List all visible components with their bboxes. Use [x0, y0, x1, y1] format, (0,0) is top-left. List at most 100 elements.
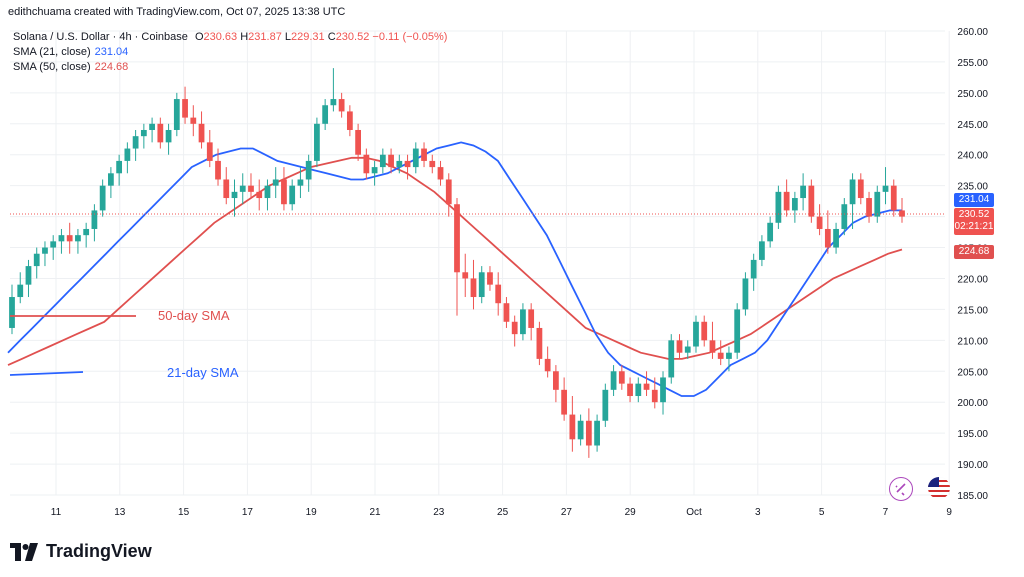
sma21-legend[interactable]: SMA (21, close) 231.04 — [13, 46, 129, 58]
candle-body — [585, 420, 592, 446]
candle-body — [454, 204, 460, 273]
candle-body — [355, 129, 361, 155]
candle-body — [668, 340, 675, 378]
candle-body — [363, 154, 370, 174]
candle-body — [75, 235, 81, 242]
countdown-timer: 02:21:21 — [954, 221, 994, 232]
candle-body — [404, 160, 411, 168]
candle-body — [693, 321, 699, 347]
candle-body — [248, 185, 254, 192]
candle-body — [643, 383, 650, 390]
candle-body — [272, 179, 279, 186]
candle-body — [297, 179, 304, 186]
candle-body — [651, 389, 658, 403]
x-tick-label: 9 — [946, 507, 952, 518]
candle-body — [445, 179, 452, 205]
y-tick-label: 215.00 — [957, 305, 988, 316]
candle-body — [421, 148, 427, 161]
chart-grid — [10, 30, 950, 496]
sma21-annotation-line — [9, 371, 84, 376]
candle-body — [882, 185, 889, 192]
y-tick-label: 200.00 — [957, 398, 988, 409]
tradingview-logo-text: TradingView — [46, 541, 152, 561]
x-tick-label: 21 — [369, 507, 381, 518]
x-tick-label: Oct — [686, 507, 702, 518]
x-tick-label: 5 — [819, 507, 825, 518]
candle-body — [58, 235, 65, 242]
candle-body — [726, 352, 732, 359]
candle-body — [149, 123, 155, 130]
candle-body — [536, 327, 543, 359]
candle-body — [866, 198, 872, 217]
candle-body — [305, 160, 312, 180]
candle-body — [173, 99, 180, 130]
tradingview-logo[interactable]: TradingView — [10, 541, 152, 562]
candle-body — [734, 309, 741, 353]
y-tick-label: 195.00 — [957, 429, 988, 440]
candle-body — [396, 160, 403, 168]
candle-body — [124, 148, 131, 161]
candle-body — [503, 303, 510, 322]
candle-body — [66, 235, 73, 242]
sma50-annotation: 50-day SMA — [158, 308, 230, 323]
x-tick-label: 7 — [883, 507, 889, 518]
candle-body — [371, 167, 378, 174]
y-tick-label: 205.00 — [957, 367, 988, 378]
candle-body — [833, 228, 839, 248]
candle-body — [17, 284, 24, 298]
snapshot-sparkle-icon[interactable] — [889, 477, 913, 501]
candle-body — [808, 185, 815, 217]
candle-body — [33, 253, 40, 267]
candle-body — [346, 111, 353, 130]
us-flag-icon[interactable] — [928, 477, 950, 499]
candle-body — [9, 297, 15, 328]
y-tick-label: 235.00 — [957, 182, 988, 193]
candle-body — [709, 340, 716, 353]
time-axis: 11 13 15 17 19 21 23 25 27 29 Oct 3 5 7 9 — [51, 507, 953, 518]
candle-body — [841, 204, 848, 229]
candle-body — [379, 154, 386, 168]
tradingview-logo-icon — [10, 542, 38, 561]
x-tick-label: 29 — [625, 507, 637, 518]
candle-body — [594, 420, 600, 446]
candle-body — [511, 321, 518, 335]
y-tick-label: 245.00 — [957, 120, 988, 131]
ohlc-change: −0.11 (−0.05%) — [372, 31, 448, 43]
candle-body — [528, 309, 535, 328]
candle-body — [206, 142, 213, 161]
sma21-annotation: 21-day SMA — [167, 365, 239, 380]
candle-body — [569, 414, 576, 440]
y-tick-label: 250.00 — [957, 89, 988, 100]
y-tick-label: 260.00 — [957, 27, 988, 38]
candle-body — [520, 309, 526, 335]
sma50-legend[interactable]: SMA (50, close) 224.68 — [13, 61, 129, 73]
candle-body — [602, 389, 609, 421]
symbol-row: Solana / U.S. Dollar · 4h · Coinbase O23… — [13, 31, 447, 43]
candle-body — [750, 259, 757, 279]
candle-body — [775, 191, 782, 223]
candle-body — [635, 383, 642, 397]
candle-body — [42, 247, 48, 254]
candle-body — [800, 185, 806, 199]
candle-body — [470, 278, 477, 298]
y-tick-label: 240.00 — [957, 151, 988, 162]
candle-body — [478, 272, 485, 298]
candle-body — [108, 173, 114, 186]
x-tick-label: 23 — [433, 507, 445, 518]
candle-body — [816, 216, 823, 229]
candle-body — [223, 179, 230, 199]
y-tick-label: 185.00 — [957, 491, 988, 502]
annotation-lines — [9, 315, 136, 376]
candle-body — [256, 191, 263, 199]
ohlc-values: O230.63 H231.87 L229.31 C230.52 −0.11 (−… — [194, 31, 448, 43]
sma50-price-badge: 224.68 — [954, 245, 994, 259]
candle-body — [890, 185, 897, 211]
candle-body — [215, 160, 221, 180]
candle-body — [91, 210, 98, 229]
x-tick-label: 15 — [178, 507, 190, 518]
candle-body — [281, 179, 287, 205]
candle-body — [742, 278, 749, 310]
x-tick-label: 19 — [306, 507, 318, 518]
candle-body — [132, 136, 139, 149]
